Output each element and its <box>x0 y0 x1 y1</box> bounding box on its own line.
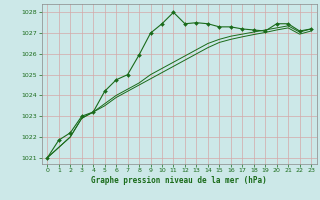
X-axis label: Graphe pression niveau de la mer (hPa): Graphe pression niveau de la mer (hPa) <box>91 176 267 185</box>
